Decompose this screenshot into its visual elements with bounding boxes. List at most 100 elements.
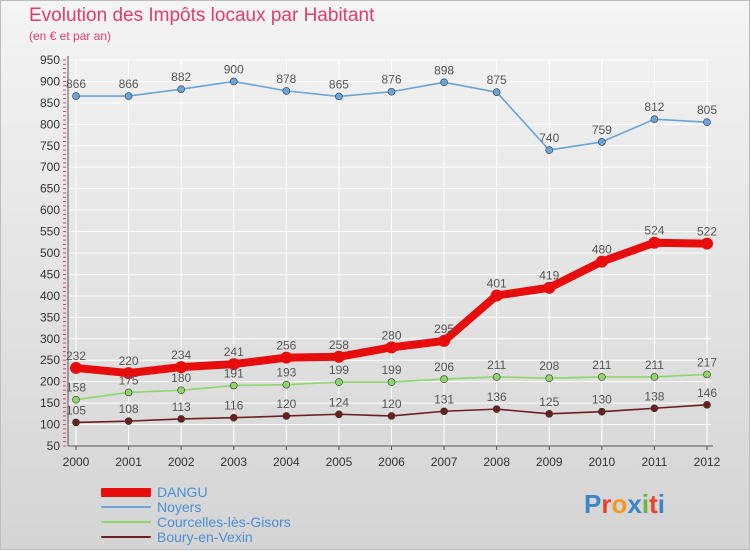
- chart-subtitle: (en € et par an): [29, 29, 112, 43]
- data-label: 898: [434, 63, 454, 77]
- data-label: 876: [381, 73, 401, 87]
- data-label: 146: [697, 386, 717, 400]
- data-label: 191: [224, 367, 244, 381]
- data-label: 740: [539, 131, 559, 145]
- y-tick-label: 350: [40, 310, 60, 324]
- data-point: [387, 378, 396, 386]
- data-point: [598, 407, 606, 416]
- data-label: 480: [592, 243, 612, 257]
- data-label: 211: [592, 358, 611, 372]
- data-point: [703, 118, 711, 126]
- data-point: [545, 146, 554, 154]
- data-point: [703, 401, 711, 409]
- data-label: 882: [171, 70, 191, 84]
- y-tick-label: 950: [40, 53, 60, 67]
- data-label: 124: [329, 395, 349, 409]
- data-label: 759: [592, 123, 612, 137]
- data-label: 208: [539, 359, 559, 373]
- y-tick-label: 750: [40, 139, 60, 153]
- data-label: 158: [66, 381, 86, 395]
- data-point: [545, 374, 554, 383]
- data-label: 241: [224, 345, 244, 359]
- data-label: 136: [487, 390, 507, 404]
- data-point: [440, 78, 448, 87]
- y-tick-label: 150: [40, 396, 60, 410]
- data-label: 138: [644, 389, 664, 403]
- data-point: [387, 87, 396, 96]
- data-label: 875: [487, 73, 507, 87]
- data-point: [72, 395, 80, 404]
- data-label: 401: [487, 276, 507, 290]
- data-point: [335, 378, 343, 386]
- legend-label: DANGU: [157, 484, 208, 500]
- data-point: [124, 92, 133, 100]
- data-label: 113: [172, 400, 191, 414]
- data-label: 522: [697, 225, 717, 239]
- data-point: [227, 358, 240, 371]
- logo-letter: i: [641, 489, 650, 519]
- data-point: [335, 92, 343, 101]
- data-point: [122, 367, 135, 380]
- y-tick-label: 600: [40, 203, 60, 217]
- data-label: 220: [119, 354, 139, 368]
- data-point: [545, 410, 554, 418]
- data-point: [282, 412, 291, 420]
- data-point: [175, 361, 188, 374]
- legend-label: Courcelles-lès-Gisors: [157, 514, 291, 530]
- legend-label: Noyers: [157, 499, 202, 515]
- x-tick-label: 2006: [378, 455, 405, 469]
- data-label: 199: [381, 363, 401, 377]
- data-label: 116: [224, 399, 243, 413]
- logo-letter: t: [649, 489, 658, 519]
- data-label: 524: [644, 224, 664, 238]
- legend-swatch: [101, 506, 151, 508]
- y-tick-label: 400: [40, 289, 60, 303]
- data-label: 199: [329, 363, 349, 377]
- data-point: [124, 417, 133, 425]
- data-label: 866: [66, 77, 86, 91]
- x-tick-label: 2012: [694, 455, 721, 469]
- data-point: [440, 375, 448, 383]
- legend-label: Boury-en-Vexin: [157, 529, 253, 545]
- data-point: [595, 255, 608, 268]
- series-dangu: [70, 236, 713, 380]
- data-label: 900: [224, 62, 244, 76]
- data-label: 120: [276, 397, 296, 411]
- data-point: [648, 236, 661, 249]
- logo-letter: r: [601, 489, 612, 519]
- data-point: [177, 386, 185, 395]
- y-tick-label: 100: [40, 418, 60, 432]
- data-point: [229, 413, 238, 422]
- series-boury-en-vexin: [72, 401, 711, 427]
- data-label: 865: [329, 77, 349, 91]
- data-label: 256: [276, 339, 296, 353]
- data-label: 125: [539, 395, 559, 409]
- data-point: [280, 351, 293, 364]
- series-courcelles-l-s-gisors: [72, 370, 711, 404]
- data-point: [492, 373, 501, 381]
- data-label: 211: [645, 358, 664, 372]
- logo-letter: o: [611, 489, 628, 519]
- x-tick-label: 2008: [483, 455, 510, 469]
- data-point: [598, 138, 606, 146]
- x-tick-label: 2000: [63, 455, 90, 469]
- data-label: 211: [487, 358, 506, 372]
- logo-letter: i: [657, 489, 665, 519]
- y-tick-label: 300: [40, 332, 60, 346]
- x-tick-label: 2001: [115, 455, 142, 469]
- y-tick-label: 450: [40, 267, 60, 281]
- data-point: [492, 405, 501, 413]
- data-label: 120: [381, 397, 401, 411]
- data-label: 175: [119, 373, 139, 387]
- data-point: [598, 373, 606, 381]
- data-point: [229, 77, 238, 86]
- x-tick-label: 2005: [326, 455, 353, 469]
- x-tick-label: 2002: [168, 455, 195, 469]
- data-label: 419: [539, 269, 559, 283]
- x-tick-label: 2004: [273, 455, 300, 469]
- data-label: 131: [434, 392, 454, 406]
- y-tick-label: 550: [40, 225, 60, 239]
- data-label: 180: [171, 371, 191, 385]
- data-label: 812: [644, 100, 664, 114]
